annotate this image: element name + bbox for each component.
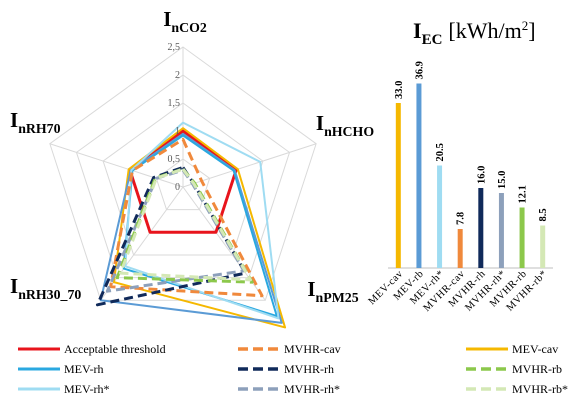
legend-label: MVHR-rb* (512, 382, 568, 396)
bar-value-label: 8.5 (538, 208, 549, 221)
radar-tick-label: 0 (175, 182, 180, 193)
radar-tick-label: 2,5 (168, 42, 181, 53)
bar-mvhr-rh (478, 188, 484, 268)
radar-axis-label-nco2: InCO2 (163, 7, 207, 35)
bar-value-label: 33.0 (394, 81, 405, 99)
bar-mvhr-rb (519, 207, 525, 268)
legend-label: MVHR-rh* (284, 382, 340, 396)
bar-value-label: 20.5 (435, 143, 446, 161)
bar-mvhr-rb- (540, 225, 546, 268)
bar-value-label: 15.0 (497, 171, 508, 189)
radar-axis-label-nhcho: InHCHO (316, 111, 374, 139)
radar-gridline (102, 102, 264, 256)
bar-mev-rb (416, 83, 422, 268)
radar-axis-labels: InCO2 InHCHO InPM25 InRH30_70 InRH70 (10, 7, 374, 305)
radar-tick-label: 0,5 (168, 154, 181, 165)
legend-label: MEV-rh (64, 362, 104, 376)
legend-label: MEV-rh* (64, 382, 110, 396)
radar-series-mvhr-cav (109, 137, 264, 298)
bar-mvhr-cav (457, 229, 463, 268)
radar-axis-label-npm25: InPM25 (307, 277, 358, 305)
bar-value-label: 36.9 (414, 61, 425, 79)
radar-series-group (95, 121, 287, 329)
radar-tick-labels: 0 0,5 1 1,5 2 2,5 (168, 42, 181, 193)
radar-axis-label-nrh70: InRH70 (10, 108, 61, 136)
radar-series-mvhr-rb- (118, 167, 252, 282)
legend-label: Acceptable threshold (64, 342, 166, 356)
radar-series-mev-cav (112, 127, 287, 329)
bar-value-label: 16.0 (476, 166, 487, 184)
legend-label: MVHR-rh (284, 362, 334, 376)
bar-mev-cav (395, 103, 401, 268)
bar-value-label: 7.8 (456, 212, 467, 225)
bar-mev-rh- (437, 165, 443, 268)
bar-chart-title: IEC [kWh/m2] (413, 18, 536, 48)
bar-mvhr-rh- (498, 193, 504, 268)
bar-chart: IEC [kWh/m2]33.0MEV-cav36.9MEV-rb20.5MEV-… (367, 18, 553, 314)
bar-value-label: 12.1 (518, 185, 529, 203)
radar-tick-label: 2 (175, 70, 180, 81)
radar-grid (49, 46, 317, 301)
legend-label: MVHR-cav (284, 342, 341, 356)
radar-axis-label-nrh30_70: InRH30_70 (10, 274, 81, 302)
radar-tick-label: 1,5 (168, 98, 181, 109)
legend: Acceptable threshold MVHR-cav MEV-cav MEV-r… (18, 342, 568, 396)
legend-label: MVHR-rb (512, 362, 562, 376)
radar-series-mev-rh- (124, 121, 280, 320)
legend-label: MEV-cav (512, 342, 558, 356)
radar-tick-label: 1 (175, 126, 180, 137)
radar-spoke (182, 143, 317, 188)
radar-spoke (49, 143, 184, 188)
